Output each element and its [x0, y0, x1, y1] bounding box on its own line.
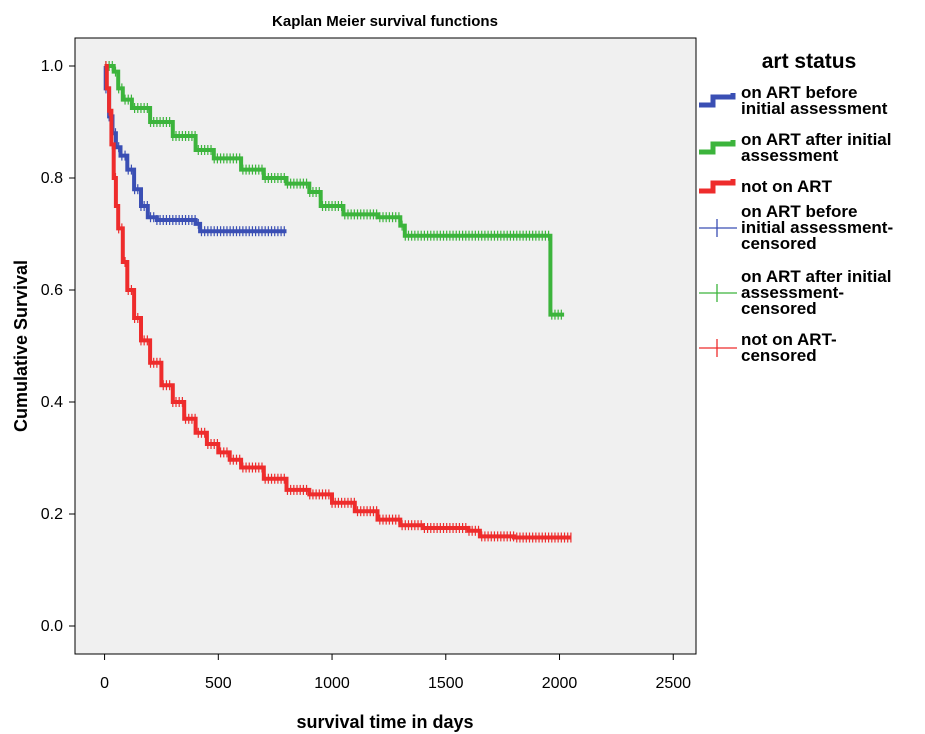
x-tick-label: 500	[205, 675, 232, 692]
x-axis-ticks: 0 500 1000 1500 2000 2500	[100, 654, 691, 692]
x-tick-label: 2000	[542, 675, 578, 692]
legend-entry-label: on ART before	[741, 202, 857, 221]
y-tick-label: 0.2	[41, 506, 63, 523]
y-tick-label: 0.0	[41, 618, 63, 635]
y-axis-label: Cumulative Survival	[11, 260, 31, 432]
x-tick-label: 0	[100, 675, 109, 692]
x-tick-label: 1500	[428, 675, 464, 692]
survival-curves	[103, 61, 572, 543]
legend-swatch-step	[699, 179, 736, 194]
legend-entry-label: assessment-	[741, 283, 844, 302]
legend-entry-label: initial assessment	[741, 99, 888, 118]
legend-entry-label: censored	[741, 346, 817, 365]
plot-area	[74, 37, 697, 655]
legend-entry-label: censored	[741, 234, 817, 253]
y-tick-label: 0.4	[41, 394, 63, 411]
legend-entry-label: not on ART-	[741, 330, 837, 349]
legend-title: art status	[762, 50, 857, 73]
y-tick-label: 1.0	[41, 58, 63, 75]
legend-entry-label: on ART before	[741, 83, 857, 102]
legend-entry-label: initial assessment-	[741, 218, 893, 237]
x-tick-label: 2500	[655, 675, 691, 692]
legend-entry-label: censored	[741, 299, 817, 318]
legend-entry-label: on ART after initial	[741, 130, 892, 149]
x-tick-label: 1000	[314, 675, 350, 692]
censor-marks-2	[105, 61, 572, 543]
chart-title: Kaplan Meier survival functions	[272, 13, 498, 30]
censor-marks-1	[105, 61, 562, 320]
legend-swatch-step	[699, 93, 736, 108]
y-tick-label: 0.8	[41, 170, 63, 187]
y-axis-ticks: 0.0 0.2 0.4 0.6 0.8 1.0	[41, 58, 75, 635]
legend-entry-label: assessment	[741, 146, 839, 165]
legend-entry-label: not on ART	[741, 177, 833, 196]
y-tick-label: 0.6	[41, 282, 63, 299]
legend-swatch-step	[699, 140, 736, 155]
legend-entry-label: on ART after initial	[741, 267, 892, 286]
x-axis-label: survival time in days	[296, 712, 473, 732]
